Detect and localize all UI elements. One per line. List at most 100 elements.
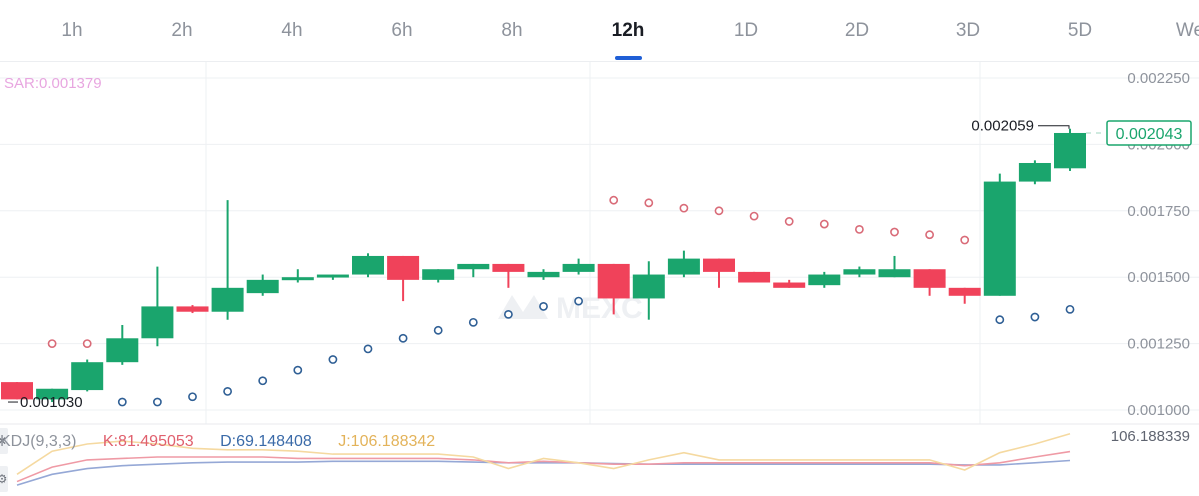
tab-5d[interactable]: 5D [1067,20,1093,41]
grid-lines [0,62,1199,425]
tab-2h[interactable]: 2h [171,20,193,41]
kdj-k-line [16,450,1071,483]
candle-body [71,362,104,391]
sar-dot [574,296,583,306]
sar-indicator-label: SAR:0.001379 [4,75,102,92]
sar-dot [398,333,408,343]
candle-body [176,306,209,312]
candle [352,253,384,278]
candle-body [36,388,69,400]
candle [141,266,174,347]
price-axis-label: 0.002250 [1127,70,1190,87]
collapse-icon[interactable]: ✕ [0,428,8,454]
sar-dot [433,325,443,335]
candle [562,258,595,275]
candle-body [422,269,455,280]
candle-body [562,263,595,272]
price-axis: 0.0022500.0020000.0017500.0015000.001250… [1127,70,1190,419]
tab-1d[interactable]: 1D [733,20,759,41]
candle-body [913,269,946,288]
sar-dot [152,397,162,407]
candle-body [948,287,981,296]
price-axis-label: 0.001750 [1127,203,1190,220]
tab-week[interactable]: We [1175,20,1199,41]
candle-body [1054,132,1086,169]
tab-6h[interactable]: 6h [391,20,413,41]
high-marker-line [1038,125,1070,129]
candle [773,279,806,288]
candle-body [1,382,33,400]
candle-body [1018,162,1051,182]
candle [738,271,771,283]
candle [1054,128,1086,171]
sar-dot [960,235,970,245]
candle [71,359,104,392]
candle [948,287,981,304]
candle [316,274,349,280]
price-annotations: 0.002059 0.001030 0.002043 [8,118,1192,411]
candle [527,269,560,280]
candle [492,263,525,288]
sar-dot [363,344,373,354]
candle-body [387,255,420,280]
sar-dot [539,302,548,311]
sar-dot [1065,304,1075,314]
last-price-tag [1106,120,1192,146]
sar-dot [468,317,478,327]
price-axis-label: 0.001000 [1127,402,1190,419]
candle [913,269,946,296]
sar-dot [328,355,338,364]
candle-body [106,338,139,363]
candle [36,388,69,403]
candle [597,263,630,315]
kdj-name: KDJ(9,3,3) [0,433,77,450]
candle [106,325,139,365]
price-axis-label: 0.001250 [1127,336,1190,353]
tab-3d[interactable]: 3D [955,20,981,41]
candle-body [808,274,841,286]
sar-dot [293,365,303,375]
tab-12h[interactable]: 12h [611,20,645,41]
candle-body [211,287,244,312]
candle [281,269,314,283]
tabs-divider [0,61,1199,62]
candles [1,128,1086,403]
timeframe-tabs: 1h 2h 4h 6h 8h 12h 1D 2D 3D 5D We [0,0,1199,62]
candle-body [597,263,630,299]
sar-dot [82,339,92,348]
candle [211,200,244,320]
tab-1h[interactable]: 1h [61,20,83,41]
sar-dot [749,211,759,221]
candle-body [492,263,525,272]
candle [667,250,700,278]
candle [387,255,420,302]
sar-dots [47,195,1075,407]
kdj-d-line [16,459,1071,486]
candle [878,255,911,278]
candle-body [527,271,560,278]
sar-dot [644,198,654,208]
candle-body [281,277,314,281]
sar-dot [855,224,864,234]
tab-2d[interactable]: 2D [844,20,870,41]
kdj-lines [16,432,1071,486]
candle-body [667,258,700,275]
candle [246,274,279,296]
candle-body [632,274,665,299]
sar-dot [890,227,899,237]
tab-8h[interactable]: 8h [501,20,523,41]
low-price-label: 0.001030 [20,394,83,411]
settings-icon[interactable]: ⚙ [0,466,8,492]
sar-dot [609,195,619,205]
sar-dot [784,217,794,226]
candle-body [738,271,771,283]
price-chart[interactable]: MEXC 0.0022500.0020000.0017500.0015000.0… [0,62,1199,496]
candle-body [983,181,1016,296]
tab-4h[interactable]: 4h [281,20,303,41]
sar-dot [679,203,689,213]
candle-body [773,282,806,288]
candle [843,266,876,278]
candle [703,258,735,288]
candle [632,261,665,320]
kdj-j-value: J:106.188342 [338,433,436,450]
